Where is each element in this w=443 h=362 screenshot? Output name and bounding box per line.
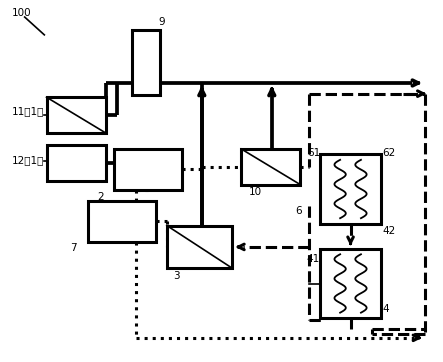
Bar [47, 97, 105, 133]
Bar [320, 249, 381, 318]
Text: 61: 61 [307, 148, 320, 158]
Bar [88, 201, 156, 241]
Text: 3: 3 [173, 271, 180, 281]
Text: 62: 62 [382, 148, 396, 158]
Text: 100: 100 [12, 8, 31, 18]
Bar [167, 226, 233, 268]
Bar [241, 149, 300, 185]
Text: 12（1）: 12（1） [12, 155, 44, 165]
Text: 7: 7 [70, 243, 77, 253]
Bar [132, 30, 160, 96]
Text: 9: 9 [158, 17, 165, 28]
Text: 41: 41 [307, 254, 320, 264]
Bar [114, 149, 182, 190]
Text: 42: 42 [382, 226, 396, 236]
Bar [47, 146, 105, 181]
Text: 4: 4 [382, 304, 389, 314]
Text: 6: 6 [295, 206, 302, 216]
Bar [320, 154, 381, 224]
Text: 2: 2 [97, 193, 104, 202]
Text: 10: 10 [249, 187, 262, 197]
Text: 11（1）: 11（1） [12, 106, 44, 117]
